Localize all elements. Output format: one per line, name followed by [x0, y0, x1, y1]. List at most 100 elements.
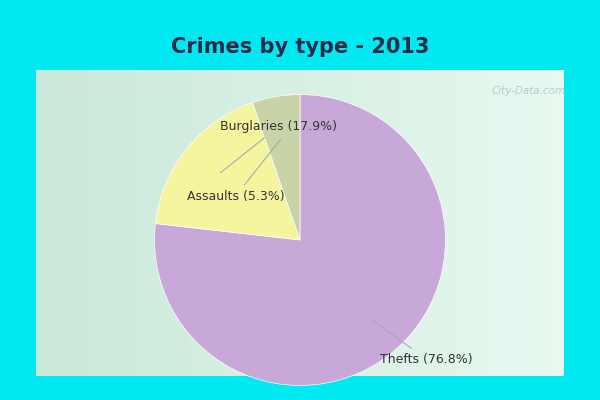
Bar: [347, 70, 353, 376]
Bar: [100, 70, 104, 376]
Bar: [421, 70, 427, 376]
Bar: [179, 70, 184, 376]
Bar: [364, 70, 368, 376]
Bar: [157, 70, 163, 376]
Bar: [543, 70, 548, 376]
Bar: [400, 70, 406, 376]
Bar: [200, 70, 205, 376]
Bar: [326, 70, 332, 376]
Text: City-Data.com: City-Data.com: [492, 86, 566, 96]
Bar: [368, 70, 374, 376]
Bar: [73, 70, 78, 376]
Bar: [453, 70, 458, 376]
Bar: [379, 70, 385, 376]
Bar: [511, 70, 517, 376]
Bar: [469, 70, 474, 376]
Bar: [110, 70, 115, 376]
Bar: [300, 70, 305, 376]
Bar: [163, 70, 168, 376]
Bar: [258, 70, 263, 376]
Wedge shape: [155, 102, 300, 240]
Bar: [89, 70, 94, 376]
Bar: [358, 70, 364, 376]
Bar: [168, 70, 173, 376]
Bar: [437, 70, 443, 376]
Bar: [152, 70, 157, 376]
Bar: [538, 70, 543, 376]
Bar: [532, 70, 538, 376]
Bar: [321, 70, 326, 376]
Bar: [274, 70, 279, 376]
Bar: [173, 70, 179, 376]
Bar: [52, 70, 57, 376]
Text: Thefts (76.8%): Thefts (76.8%): [372, 320, 473, 366]
Bar: [36, 70, 41, 376]
Bar: [36, 24, 564, 70]
Bar: [41, 70, 47, 376]
Bar: [189, 70, 194, 376]
Bar: [311, 70, 316, 376]
Bar: [78, 70, 83, 376]
Bar: [236, 70, 242, 376]
Bar: [479, 70, 485, 376]
Bar: [490, 70, 496, 376]
Bar: [432, 70, 437, 376]
Bar: [47, 70, 52, 376]
Bar: [527, 70, 532, 376]
Bar: [68, 70, 73, 376]
Bar: [305, 70, 311, 376]
Bar: [316, 70, 321, 376]
Bar: [147, 70, 152, 376]
Bar: [464, 70, 469, 376]
Bar: [263, 70, 268, 376]
Bar: [416, 70, 421, 376]
Bar: [427, 70, 432, 376]
Bar: [215, 70, 221, 376]
Bar: [221, 70, 226, 376]
Bar: [411, 70, 416, 376]
Bar: [247, 70, 253, 376]
Bar: [121, 70, 126, 376]
Bar: [548, 70, 553, 376]
Text: Assaults (5.3%): Assaults (5.3%): [187, 139, 284, 203]
Text: Burglaries (17.9%): Burglaries (17.9%): [220, 120, 337, 173]
Bar: [374, 70, 379, 376]
Wedge shape: [155, 94, 445, 386]
Bar: [385, 70, 390, 376]
Bar: [448, 70, 453, 376]
Bar: [57, 70, 62, 376]
Text: Crimes by type - 2013: Crimes by type - 2013: [171, 37, 429, 57]
Bar: [485, 70, 490, 376]
Bar: [390, 70, 395, 376]
Bar: [253, 70, 258, 376]
Bar: [496, 70, 500, 376]
Bar: [232, 70, 236, 376]
Bar: [342, 70, 347, 376]
Wedge shape: [253, 94, 300, 240]
Bar: [126, 70, 131, 376]
Bar: [559, 70, 564, 376]
Bar: [500, 70, 506, 376]
Bar: [337, 70, 342, 376]
Bar: [210, 70, 215, 376]
Bar: [406, 70, 411, 376]
Bar: [295, 70, 300, 376]
Bar: [83, 70, 89, 376]
Bar: [279, 70, 284, 376]
Bar: [115, 70, 121, 376]
Bar: [522, 70, 527, 376]
Bar: [104, 70, 110, 376]
Bar: [242, 70, 247, 376]
Bar: [62, 70, 68, 376]
Bar: [553, 70, 559, 376]
Bar: [184, 70, 189, 376]
Bar: [395, 70, 400, 376]
Bar: [332, 70, 337, 376]
Bar: [94, 70, 100, 376]
Bar: [289, 70, 295, 376]
Bar: [458, 70, 464, 376]
Bar: [131, 70, 136, 376]
Bar: [226, 70, 232, 376]
Bar: [353, 70, 358, 376]
Bar: [517, 70, 522, 376]
